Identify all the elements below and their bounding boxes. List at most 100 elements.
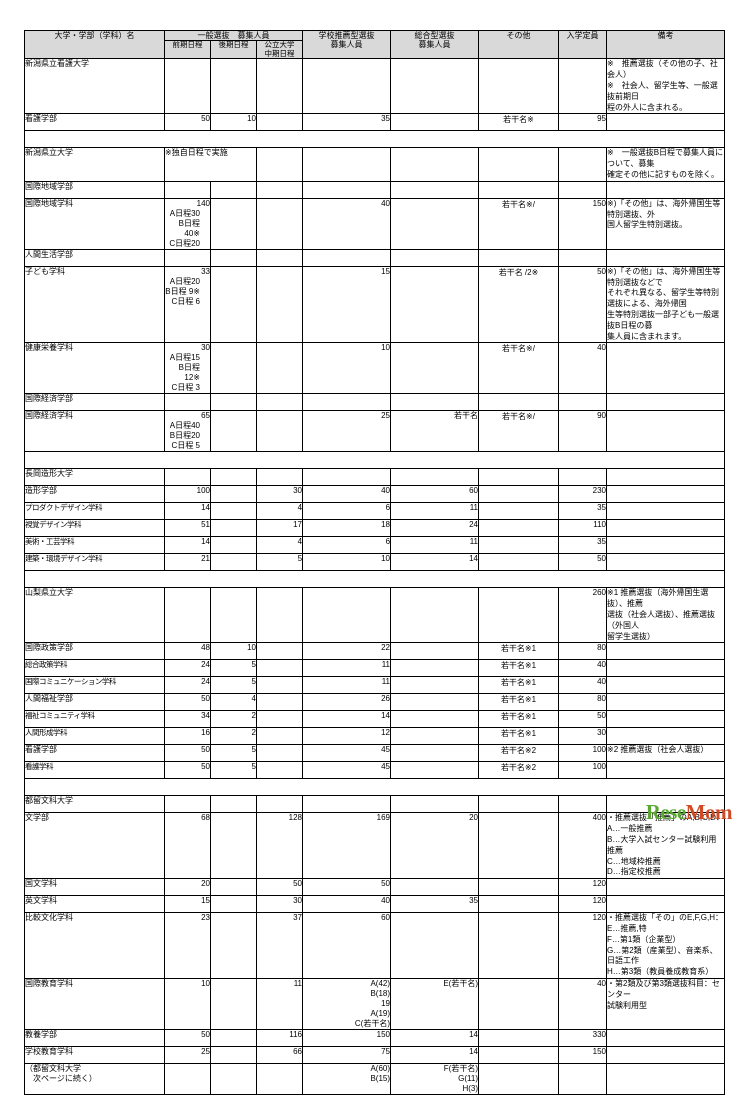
zenki-value: 21 bbox=[164, 553, 211, 572]
teiin-value: 50 bbox=[558, 265, 608, 344]
sonota-value bbox=[478, 248, 560, 267]
header-kouki-nittei: 後期日程 bbox=[210, 40, 257, 60]
header-sonota: その他 bbox=[478, 29, 560, 60]
table-row: 国際地域学部 bbox=[24, 180, 726, 199]
teiin-value: 100 bbox=[558, 744, 608, 763]
sogo-gata-value bbox=[390, 342, 480, 395]
gakko-suisen-value: 169 bbox=[302, 812, 392, 880]
sogo-gata-value: 60 bbox=[390, 485, 480, 504]
sonota-value bbox=[478, 795, 560, 814]
biko-note bbox=[606, 468, 726, 487]
kouki-value: 4 bbox=[210, 693, 257, 712]
gakko-suisen-value: 50 bbox=[302, 878, 392, 897]
table-row: 国際政策学部 48 10 22 若干名※1 80 bbox=[24, 642, 726, 661]
chuki-value bbox=[255, 761, 304, 780]
chuki-value bbox=[255, 342, 304, 395]
sonota-value bbox=[478, 553, 560, 572]
table-row: 造形学部 100 30 40 60 230 bbox=[24, 485, 726, 504]
teiin-value bbox=[558, 795, 608, 814]
row-name: 看護学部 bbox=[24, 744, 165, 763]
biko-note: ・推薦選抜「その」のE,F,G,H： E…推薦,特 F…第1類（企業型） G…第2類（… bbox=[606, 912, 726, 979]
header-zenki-nittei: 前期日程 bbox=[164, 40, 211, 60]
teiin-value: 150 bbox=[558, 197, 608, 250]
gakko-suisen-value: 150 bbox=[302, 1028, 392, 1047]
chuki-value bbox=[255, 147, 304, 182]
table-row: 国際教育学科 10 11 A(42) B(18) 19 A(19) C(若干名) E(若干名) 4… bbox=[24, 977, 726, 1030]
zenki-value: 24 bbox=[164, 676, 211, 695]
kouki-value: 10 bbox=[210, 642, 257, 661]
sonota-value bbox=[478, 1062, 560, 1095]
header-chuki-nittei: 公立大学 中期日程 bbox=[255, 40, 304, 60]
table-row: 国際コミュニケーション学科 24 5 11 若干名※1 40 bbox=[24, 676, 726, 695]
biko-note bbox=[606, 248, 726, 267]
sogo-gata-value bbox=[390, 113, 480, 132]
gakko-suisen-value: 40 bbox=[302, 197, 392, 250]
gakko-suisen-value bbox=[302, 393, 392, 412]
kouki-value bbox=[210, 1062, 257, 1095]
gakko-suisen-value: 11 bbox=[302, 676, 392, 695]
gakko-suisen-value: 22 bbox=[302, 642, 392, 661]
kouki-value bbox=[210, 912, 257, 979]
row-name: 看護学科 bbox=[24, 761, 165, 780]
chuki-value bbox=[255, 393, 304, 412]
sonota-value bbox=[478, 519, 560, 538]
sonota-value bbox=[478, 1045, 560, 1064]
sonota-value bbox=[478, 393, 560, 412]
sogo-gata-value: 14 bbox=[390, 553, 480, 572]
gakko-suisen-value: 45 bbox=[302, 744, 392, 763]
teiin-value bbox=[558, 58, 608, 115]
kouki-value: 2 bbox=[210, 727, 257, 746]
gakko-suisen-value bbox=[302, 468, 392, 487]
teiin-value bbox=[558, 180, 608, 199]
biko-note: ※ 推薦選抜（その他の子、社会人） ※ 社会人、留学生等、一般選抜前期日 程の外人に… bbox=[606, 58, 726, 115]
table-row bbox=[23, 130, 726, 148]
gakko-suisen-value: 25 bbox=[302, 410, 392, 453]
sonota-value: 若干名※ bbox=[478, 113, 560, 132]
zenki-value bbox=[164, 587, 211, 644]
chuki-value bbox=[255, 693, 304, 712]
sonota-value: 若干名※2 bbox=[478, 744, 560, 763]
table-row: 看護学部 50 5 45 若干名※2 100 ※2 推薦選抜（社会人選抜） bbox=[24, 744, 726, 763]
table-row: 国文学科 20 50 50 120 bbox=[24, 878, 726, 897]
gakko-suisen-value: 35 bbox=[302, 113, 392, 132]
teiin-value: 95 bbox=[558, 113, 608, 132]
kouki-value bbox=[210, 587, 257, 644]
zenki-value: 15 bbox=[164, 895, 211, 914]
row-name: 国際経済学部 bbox=[24, 393, 165, 412]
sonota-value bbox=[478, 502, 560, 521]
sogo-gata-value bbox=[390, 795, 480, 814]
table-row: 教養学部 50 116 150 14 330 bbox=[24, 1028, 726, 1047]
table-row: プロダクトデザイン学科 14 4 6 11 35 bbox=[24, 502, 726, 521]
table-body: 新潟県立看護大学 ※ 推薦選抜（その他の子、社会人） ※ 社会人、留学生等、一般選抜… bbox=[23, 58, 726, 1095]
zenki-value: 34 bbox=[164, 710, 211, 729]
kouki-value: 10 bbox=[210, 113, 257, 132]
teiin-value: 50 bbox=[558, 553, 608, 572]
gakko-suisen-value: 18 bbox=[302, 519, 392, 538]
table-row: 視覚デザイン学科 51 17 18 24 110 bbox=[24, 519, 726, 538]
kouki-value bbox=[210, 519, 257, 538]
teiin-value: 80 bbox=[558, 642, 608, 661]
chuki-value: 50 bbox=[255, 878, 304, 897]
sogo-gata-value bbox=[390, 727, 480, 746]
table-row: 美術・工芸学科 14 4 6 11 35 bbox=[24, 536, 726, 555]
table-row: 長岡造形大学 bbox=[24, 468, 726, 487]
chuki-value bbox=[255, 410, 304, 453]
teiin-value: 120 bbox=[558, 895, 608, 914]
kouki-value: 5 bbox=[210, 676, 257, 695]
table-row: 看護学科 50 5 45 若干名※2 100 bbox=[24, 761, 726, 780]
gakko-suisen-value: 45 bbox=[302, 761, 392, 780]
kouki-value: 5 bbox=[210, 744, 257, 763]
sonota-value: 若干名※1 bbox=[478, 710, 560, 729]
row-name: 国文学科 bbox=[24, 878, 165, 897]
biko-note bbox=[606, 693, 726, 712]
biko-note bbox=[606, 113, 726, 132]
biko-note bbox=[606, 761, 726, 780]
sonota-value: 若干名※2 bbox=[478, 761, 560, 780]
biko-note bbox=[606, 659, 726, 678]
table-row: 国際経済学科 65 A日程40 B日程20 C日程 5 25 若干名 若干名※/90 bbox=[24, 410, 726, 453]
chuki-value bbox=[255, 676, 304, 695]
chuki-value bbox=[255, 180, 304, 199]
sogo-gata-value: 11 bbox=[390, 502, 480, 521]
table-header-row-1: 大学・学部（学科）名 一般選抜 募集人員 学校推薦型選抜 募集人員 総合型選抜 募集… bbox=[24, 29, 726, 60]
row-name: 看護学部 bbox=[24, 113, 165, 132]
